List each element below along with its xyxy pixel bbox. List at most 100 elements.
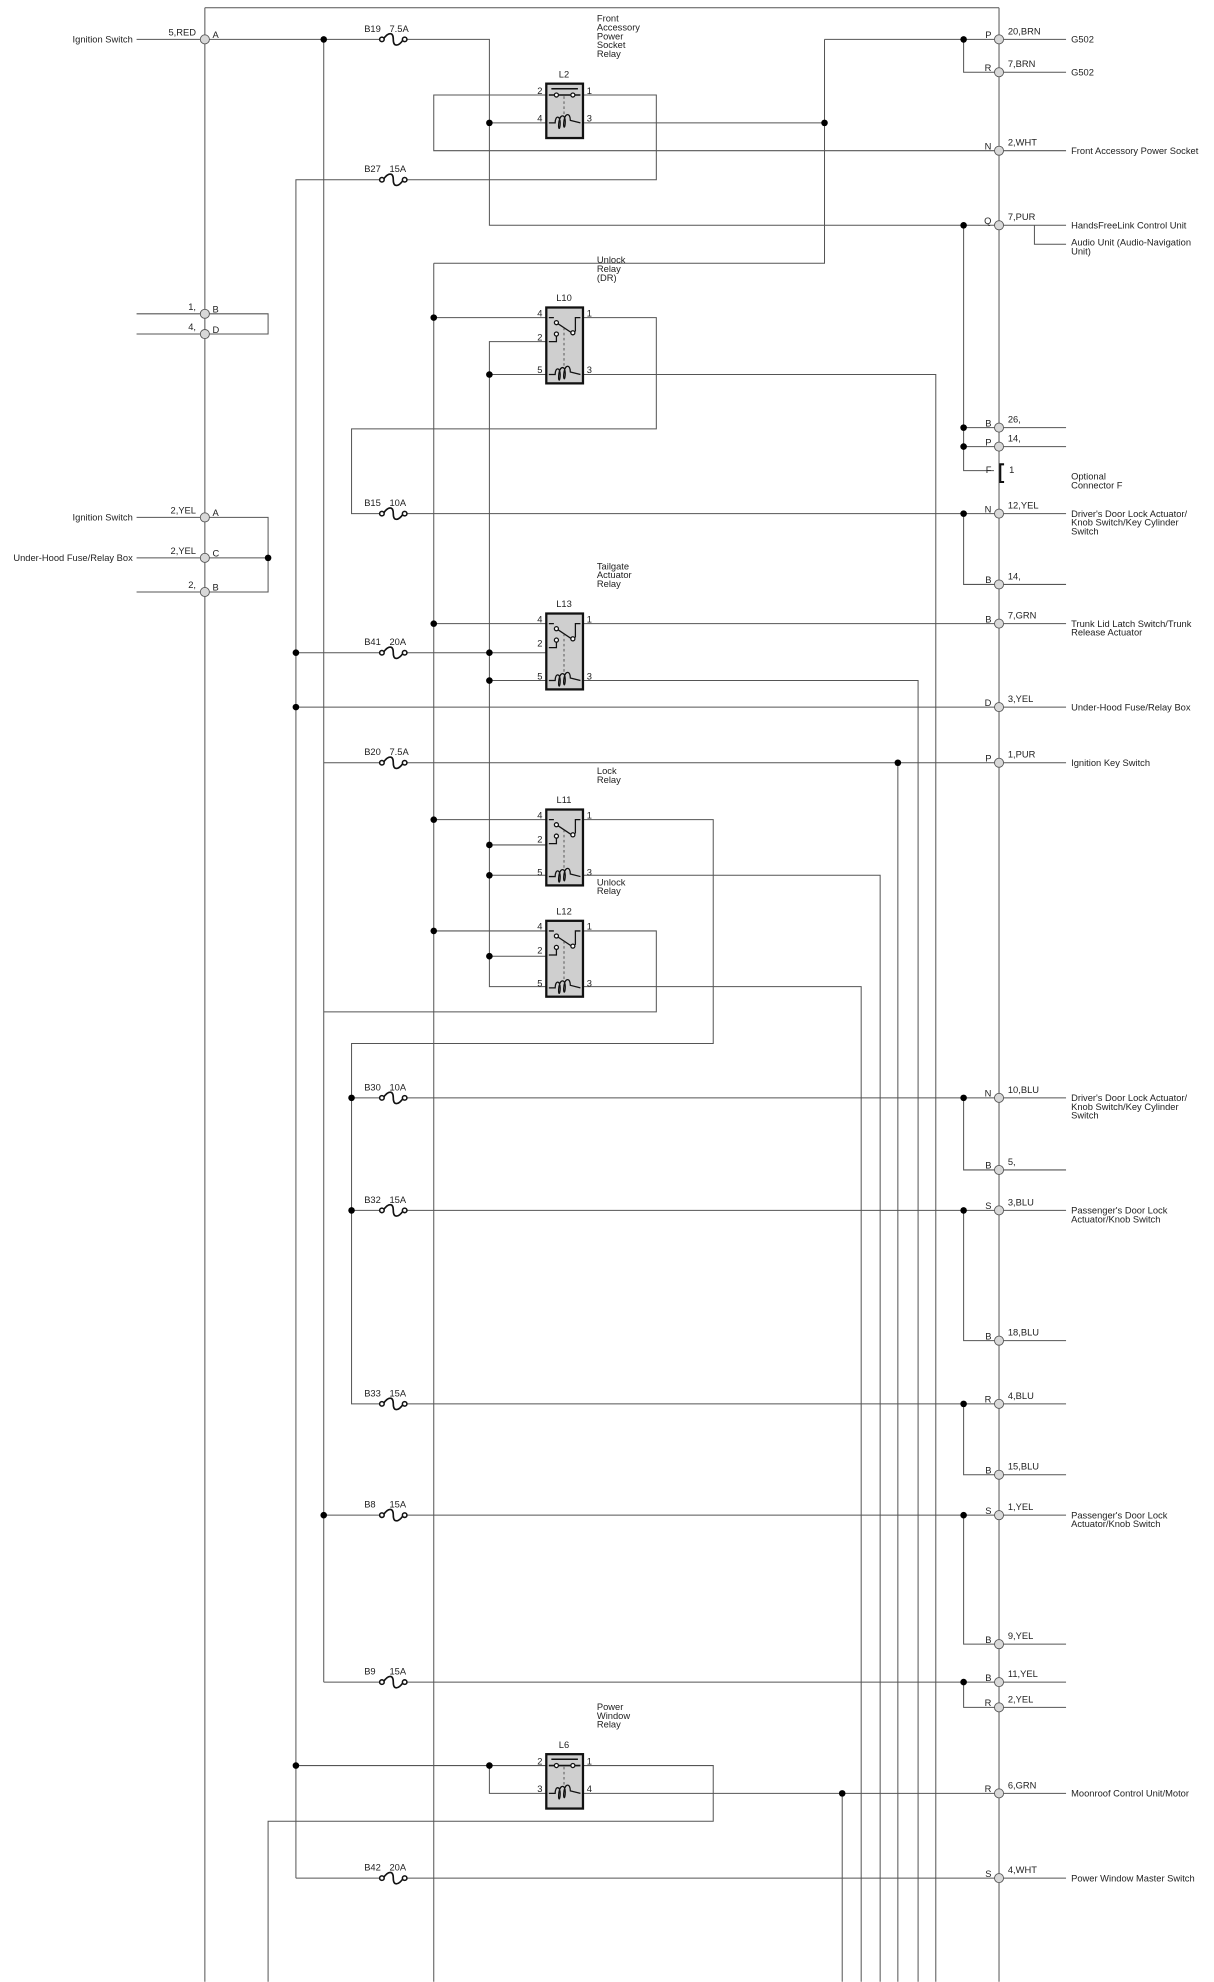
junction-dot: [960, 424, 967, 431]
junction-dot: [292, 1762, 300, 1769]
relay-pin-label: 1: [587, 1756, 592, 1766]
relay-id: L6: [559, 1740, 569, 1750]
relay-pin-label: 3: [587, 365, 592, 375]
relay-name: Actuator: [597, 570, 632, 580]
junction-dot: [821, 119, 828, 127]
fuse-rating: 15A: [389, 1195, 406, 1205]
junction-dot: [430, 927, 438, 935]
connector-pin: R: [985, 1784, 992, 1794]
fuse-terminal: [401, 1094, 408, 1101]
fuse-b15: [378, 507, 408, 521]
connector-terminal-icon: [994, 508, 1005, 519]
fuse-id: B15: [364, 498, 381, 508]
connector-terminal-icon: [199, 329, 210, 340]
connector-pin: Q: [984, 216, 991, 226]
coil-icon: [548, 867, 581, 883]
connector-pin: F: [986, 465, 992, 475]
wire-color-label: 4,BLU: [1008, 1391, 1034, 1401]
contact: [553, 320, 560, 326]
wire: [488, 341, 547, 988]
connector-terminal-icon: [199, 34, 210, 45]
connector-terminal-icon: [199, 587, 210, 598]
connector-pin: B: [985, 418, 991, 428]
component-label: Passenger's Door Lock: [1071, 1510, 1168, 1520]
coil-icon: [548, 365, 581, 381]
component-label: Knob Switch/Key Cylinder: [1071, 518, 1179, 528]
fuse-terminal: [378, 1679, 385, 1686]
connector-pin: S: [985, 1506, 991, 1516]
coil-icon: [548, 978, 581, 995]
junction-dot: [430, 314, 438, 321]
fuse-id: B8: [364, 1500, 375, 1510]
fuse-icon: [382, 32, 405, 46]
connector-terminal-icon: [994, 220, 1005, 231]
junction-dot: [960, 1207, 967, 1214]
contact: [553, 933, 560, 939]
contact: [570, 943, 576, 949]
connector-pin: D: [985, 698, 992, 708]
fuse-rating: 20A: [389, 1863, 406, 1873]
junction-dot: [960, 1094, 967, 1102]
connector-pin: R: [985, 1698, 992, 1708]
relay-name: Socket: [597, 40, 626, 50]
optional-connector-bracket-icon: [999, 463, 1005, 484]
connector-terminal-icon: [994, 422, 1005, 433]
component-label: Connector F: [1071, 480, 1123, 490]
wire-color-label: 15,BLU: [1008, 1462, 1039, 1472]
fuse-terminal: [401, 1207, 408, 1214]
junction-dot: [320, 36, 328, 43]
wire: [963, 1210, 1000, 1342]
contact: [553, 822, 560, 828]
junction-dot: [348, 1094, 355, 1102]
wire: [582, 874, 881, 1982]
component-label: Audio Unit (Audio-Navigation: [1071, 238, 1191, 248]
relay-id: L11: [557, 795, 572, 805]
relay-pin-label: 3: [587, 979, 592, 989]
relay-name: Unlock: [597, 255, 626, 265]
connector-terminal-icon: [994, 579, 1005, 590]
wire-color-label: 3,BLU: [1008, 1197, 1034, 1207]
fuse-rating: 7.5A: [389, 747, 409, 757]
connector-pin: B: [985, 575, 991, 585]
junction-dot: [486, 872, 493, 879]
relay-pin-label: 5: [537, 867, 542, 877]
connector-pin: N: [985, 1089, 992, 1099]
wire: [963, 1097, 1000, 1171]
relay-pin-label: 1: [587, 810, 592, 820]
component-label: Under-Hood Fuse/Relay Box: [13, 553, 133, 563]
fuse-icon: [382, 1397, 405, 1411]
fuse-icon: [382, 1091, 405, 1105]
relay-pin-label: 2: [537, 834, 542, 844]
fuse-terminal: [378, 1875, 385, 1882]
contact: [570, 92, 576, 98]
wire: [136, 38, 1000, 226]
relay-l11: [545, 808, 585, 887]
relay-name: Relay: [597, 49, 621, 59]
relay-name: Relay: [597, 1720, 621, 1730]
relay-pin-label: 4: [537, 614, 542, 624]
fuse-b20: [378, 756, 408, 770]
component-label: Driver's Door Lock Actuator/: [1071, 1093, 1187, 1103]
wire-color-label: 20,BRN: [1008, 26, 1041, 36]
fuse-icon: [382, 1675, 405, 1689]
component-label: Release Actuator: [1071, 628, 1142, 638]
connector-terminal-icon: [199, 308, 210, 319]
wire: [295, 94, 657, 1879]
wire-color-label: 2,YEL: [1008, 1694, 1033, 1704]
relay-l2: [545, 82, 585, 140]
relay-name: Lock: [597, 766, 617, 776]
component-label: Actuator/Knob Switch: [1071, 1214, 1160, 1224]
fuse-icon: [382, 1203, 405, 1217]
wire-color-label: 10,BLU: [1008, 1085, 1039, 1095]
fuse-rating: 10A: [389, 1082, 406, 1092]
relay-pin-label: 5: [537, 671, 542, 681]
connector-terminal-icon: [994, 1469, 1005, 1480]
connector-terminal-icon: [994, 618, 1005, 629]
relay-pin-label: 2: [537, 332, 542, 342]
fuse-icon: [382, 1871, 405, 1885]
relay-name: Relay: [597, 775, 621, 785]
junction-dot: [486, 841, 493, 849]
wire-color-label: 14,: [1008, 434, 1021, 444]
junction-dot: [838, 1790, 846, 1797]
contact: [553, 637, 560, 643]
